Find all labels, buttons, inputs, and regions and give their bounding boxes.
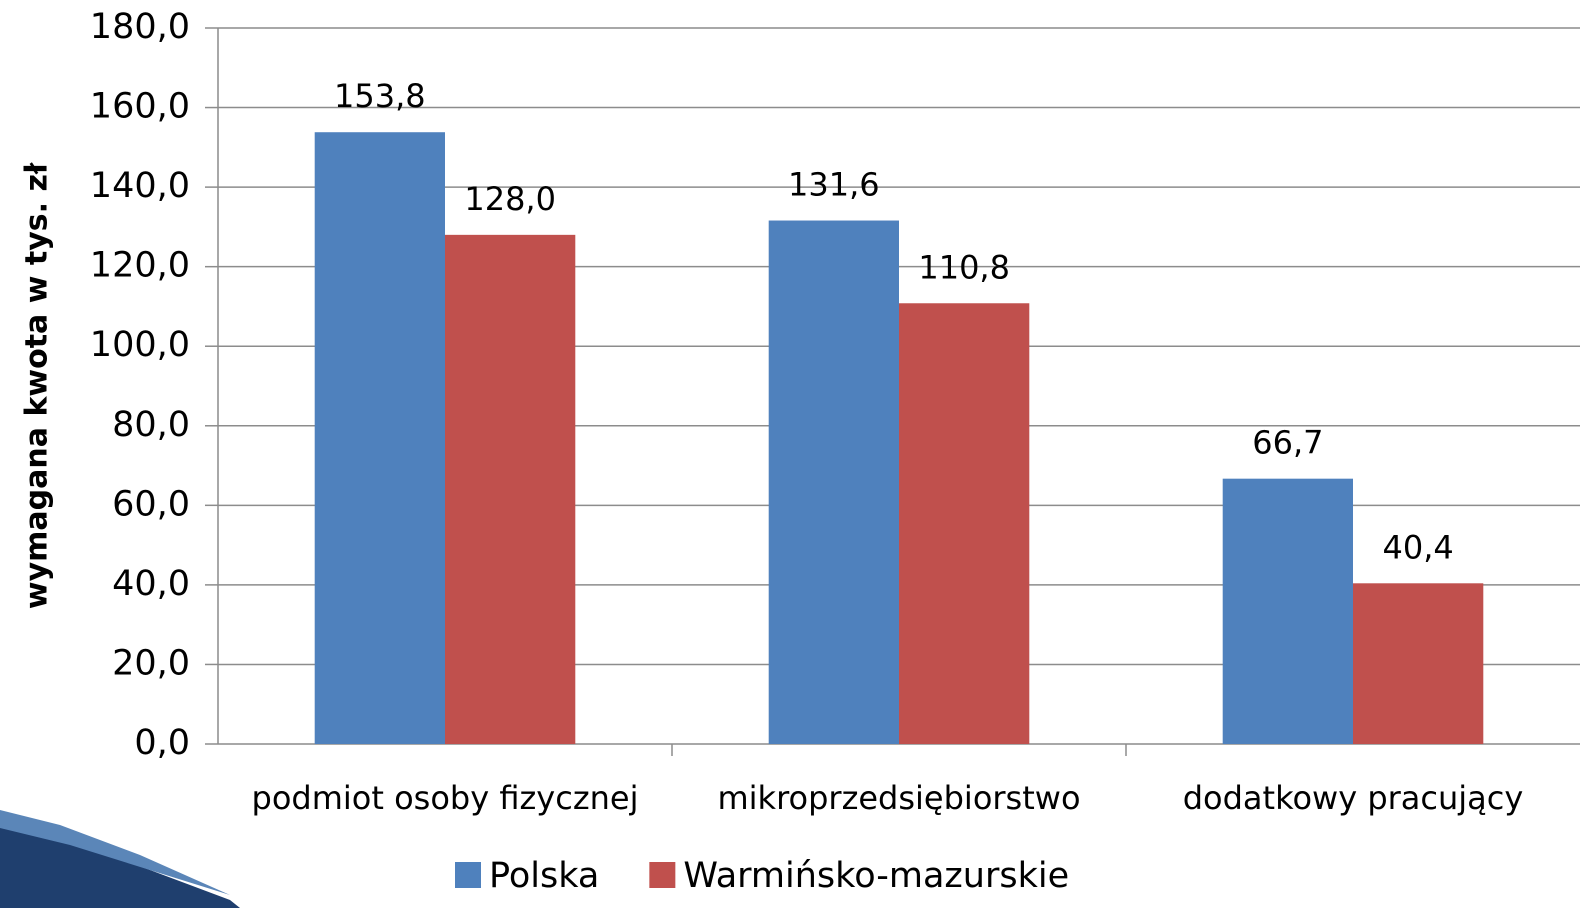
data-label: 110,8 [918,248,1010,286]
y-tick-label: 20,0 [112,643,190,683]
bar [768,220,899,745]
x-tick-label: mikroprzedsiębiorstwo [717,779,1080,817]
data-label: 40,4 [1383,528,1454,566]
y-axis-title: wymagana kwota w tys. zł [20,162,55,609]
data-label: 66,7 [1252,424,1323,462]
y-tick-label: 80,0 [112,405,190,445]
x-tick-label: podmiot osoby fizycznej [252,779,639,817]
legend-swatch [455,862,481,888]
data-label: 153,8 [334,77,426,115]
y-tick-label: 180,0 [90,7,190,47]
bar [445,234,576,744]
y-tick-label: 120,0 [90,246,190,286]
legend-label: Warmińsko-mazurskie [683,856,1069,896]
legend-swatch [649,862,676,888]
bar [899,303,1030,744]
y-tick-label: 40,0 [112,564,190,604]
bar [314,132,445,744]
y-tick-label: 100,0 [90,325,190,365]
bar [1353,583,1484,744]
y-tick-label: 0,0 [134,723,190,763]
y-tick-label: 60,0 [112,484,190,524]
data-label: 128,0 [464,180,556,218]
bar [1222,478,1353,744]
legend-label: Polska [489,856,599,896]
y-tick-label: 160,0 [90,87,190,127]
x-tick-label: dodatkowy pracujący [1183,779,1524,817]
y-tick-label: 140,0 [90,166,190,206]
decoration [0,810,230,895]
data-label: 131,6 [788,166,880,204]
